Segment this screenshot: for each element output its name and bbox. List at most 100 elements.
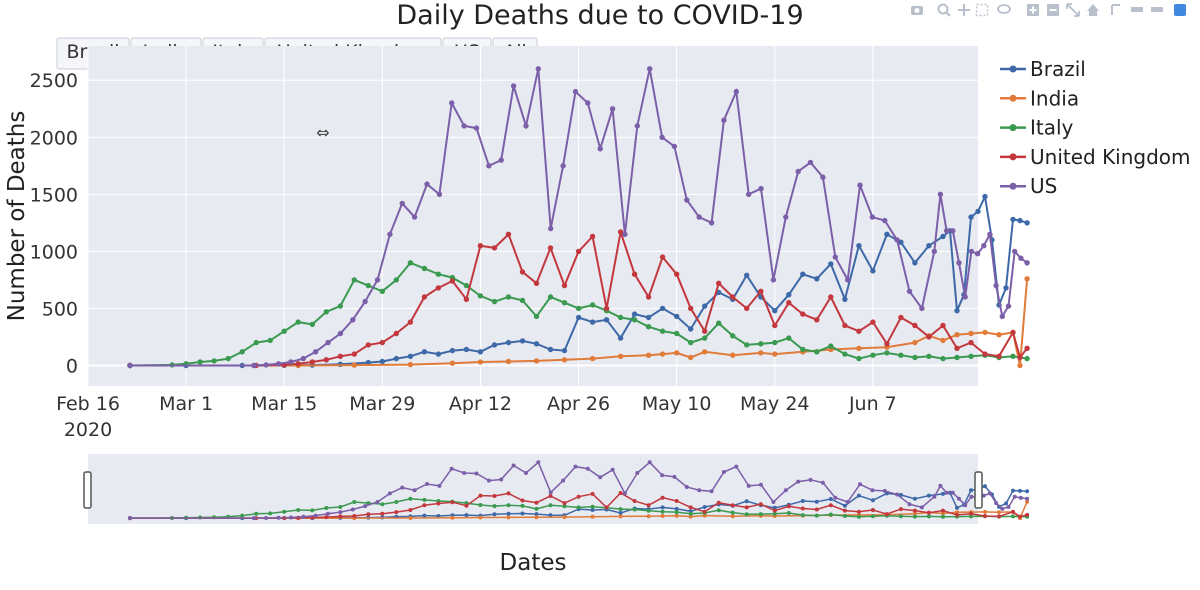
legend-item-italy[interactable]: Italy	[1000, 116, 1074, 140]
data-point-united-kingdom[interactable]	[1010, 329, 1016, 336]
hover-compare-icon[interactable]	[1151, 7, 1163, 12]
data-point-india[interactable]	[617, 353, 624, 359]
data-point-united-kingdom[interactable]	[968, 339, 974, 346]
data-point-us[interactable]	[721, 117, 727, 123]
data-point-brazil[interactable]	[393, 355, 399, 362]
data-point-italy[interactable]	[407, 260, 414, 266]
data-point-brazil[interactable]	[589, 319, 596, 325]
data-point-italy[interactable]	[267, 337, 273, 344]
data-point-italy[interactable]	[393, 277, 399, 283]
rangeslider-left-handle[interactable]	[83, 471, 92, 509]
data-point-italy[interactable]	[702, 335, 708, 341]
data-point-us[interactable]	[937, 191, 944, 197]
data-point-italy[interactable]	[814, 349, 820, 355]
data-point-italy[interactable]	[856, 355, 862, 362]
rangeslider-area[interactable]	[88, 454, 978, 524]
data-point-brazil[interactable]	[842, 296, 848, 302]
data-point-united-kingdom[interactable]	[407, 319, 414, 325]
data-point-italy[interactable]	[323, 309, 329, 315]
data-point-italy[interactable]	[351, 277, 357, 283]
data-point-italy[interactable]	[365, 282, 371, 289]
data-point-united-kingdom[interactable]	[674, 271, 680, 277]
data-point-india[interactable]	[730, 352, 736, 358]
data-point-united-kingdom[interactable]	[730, 294, 736, 300]
data-point-united-kingdom[interactable]	[561, 282, 568, 289]
data-point-united-kingdom[interactable]	[589, 233, 596, 240]
data-point-italy[interactable]	[659, 328, 666, 334]
data-point-united-kingdom[interactable]	[449, 278, 456, 284]
data-point-india[interactable]	[940, 337, 946, 344]
data-point-united-kingdom[interactable]	[659, 254, 666, 260]
data-point-us[interactable]	[974, 251, 981, 257]
data-point-united-kingdom[interactable]	[575, 248, 582, 255]
data-point-united-kingdom[interactable]	[645, 294, 652, 300]
data-point-italy[interactable]	[197, 359, 203, 365]
data-point-italy[interactable]	[828, 343, 834, 349]
data-point-italy[interactable]	[898, 352, 904, 358]
data-point-us[interactable]	[1005, 303, 1012, 309]
data-point-india[interactable]	[688, 354, 694, 361]
data-point-brazil[interactable]	[744, 272, 750, 278]
data-point-united-kingdom[interactable]	[337, 353, 343, 359]
data-point-brazil[interactable]	[561, 347, 568, 354]
data-point-us[interactable]	[288, 359, 294, 365]
data-point-us[interactable]	[882, 217, 888, 224]
data-point-united-kingdom[interactable]	[1017, 354, 1023, 361]
data-point-brazil[interactable]	[1003, 285, 1009, 291]
data-point-italy[interactable]	[281, 328, 287, 334]
plotly-logo-icon[interactable]	[1174, 4, 1186, 16]
data-point-brazil[interactable]	[617, 335, 624, 341]
data-point-us[interactable]	[1018, 255, 1024, 261]
data-point-india[interactable]	[533, 358, 540, 364]
data-point-brazil[interactable]	[800, 271, 806, 277]
data-point-italy[interactable]	[211, 358, 217, 364]
data-point-italy[interactable]	[912, 354, 918, 361]
data-point-us[interactable]	[572, 88, 579, 95]
data-point-brazil[interactable]	[982, 193, 988, 200]
data-point-us[interactable]	[461, 123, 467, 129]
data-point-united-kingdom[interactable]	[716, 280, 722, 286]
data-point-united-kingdom[interactable]	[505, 231, 512, 237]
data-point-india[interactable]	[996, 332, 1002, 338]
data-point-us[interactable]	[758, 185, 764, 192]
data-point-united-kingdom[interactable]	[926, 334, 932, 340]
data-point-italy[interactable]	[800, 346, 806, 353]
data-point-india[interactable]	[561, 357, 568, 363]
legend-item-united-kingdom[interactable]: United Kingdom	[1000, 145, 1191, 169]
data-point-united-kingdom[interactable]	[491, 245, 498, 251]
data-point-united-kingdom[interactable]	[379, 339, 385, 346]
data-point-brazil[interactable]	[379, 358, 385, 365]
data-point-italy[interactable]	[435, 271, 442, 277]
data-point-united-kingdom[interactable]	[533, 280, 540, 286]
data-point-italy[interactable]	[561, 300, 568, 306]
data-point-brazil[interactable]	[912, 260, 918, 266]
legend-item-india[interactable]: India	[1000, 86, 1079, 110]
data-point-us[interactable]	[795, 168, 801, 175]
data-point-india[interactable]	[477, 359, 484, 365]
data-point-brazil[interactable]	[870, 268, 876, 274]
data-point-italy[interactable]	[1010, 353, 1016, 359]
data-point-us[interactable]	[659, 134, 665, 140]
legend-item-brazil[interactable]: Brazil	[1000, 57, 1086, 81]
data-point-united-kingdom[interactable]	[912, 322, 918, 329]
data-point-brazil[interactable]	[519, 338, 526, 344]
data-point-india[interactable]	[449, 360, 456, 366]
data-point-india[interactable]	[968, 330, 974, 337]
data-point-us[interactable]	[783, 214, 789, 220]
data-point-brazil[interactable]	[814, 276, 820, 282]
data-point-us[interactable]	[857, 182, 863, 188]
data-point-india[interactable]	[954, 332, 960, 338]
data-point-india[interactable]	[589, 355, 596, 362]
data-point-united-kingdom[interactable]	[940, 322, 946, 329]
data-point-us[interactable]	[362, 298, 368, 305]
data-point-united-kingdom[interactable]	[702, 328, 708, 334]
data-point-united-kingdom[interactable]	[309, 359, 315, 365]
data-point-brazil[interactable]	[435, 351, 442, 357]
data-point-us[interactable]	[387, 231, 393, 237]
data-point-us[interactable]	[956, 260, 962, 266]
data-point-united-kingdom[interactable]	[365, 342, 371, 348]
data-point-brazil[interactable]	[786, 292, 792, 298]
data-point-italy[interactable]	[533, 313, 540, 320]
data-point-united-kingdom[interactable]	[856, 328, 862, 334]
data-point-united-kingdom[interactable]	[1024, 345, 1030, 351]
